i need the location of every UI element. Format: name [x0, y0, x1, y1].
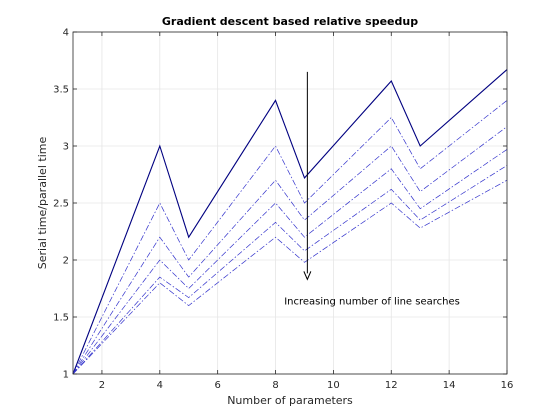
y-tick-label: 1: [63, 370, 69, 381]
series-lines: [72, 69, 508, 375]
chart-title: Gradient descent based relative speedup: [162, 15, 418, 28]
series-line-5: [72, 165, 508, 375]
y-tick-label: 3: [63, 142, 69, 153]
y-tick-label: 2: [63, 256, 69, 267]
y-tick-label: 1.5: [53, 313, 69, 324]
series-line-1: [72, 69, 508, 375]
y-tick-label: 4: [63, 28, 69, 39]
x-tick-label: 4: [157, 380, 163, 391]
y-tick-label: 2.5: [53, 199, 69, 210]
x-tick-label: 12: [385, 380, 398, 391]
series-line-3: [72, 126, 508, 375]
x-tick-label: 16: [501, 380, 514, 391]
x-tick-label: 6: [214, 380, 220, 391]
series-line-4: [72, 149, 508, 375]
x-tick-label: 2: [99, 380, 105, 391]
annotation-text: Increasing number of line searches: [284, 296, 460, 307]
y-axis-label: Serial time/parallel time: [36, 137, 49, 270]
x-tick-label: 8: [272, 380, 278, 391]
series-line-2: [72, 100, 508, 375]
axis-ticks: 2 4 6 8 10 12 14 16 1 1.5 2 2.5 3 3.5 4: [53, 28, 513, 392]
y-tick-label: 3.5: [53, 85, 69, 96]
annotation-arrow-head: [303, 271, 312, 281]
x-tick-label: 14: [443, 380, 456, 391]
annotation-arrow: [303, 71, 312, 281]
x-tick-label: 10: [327, 380, 340, 391]
series-line-6: [72, 179, 508, 375]
x-axis-label: Number of parameters: [227, 394, 353, 407]
